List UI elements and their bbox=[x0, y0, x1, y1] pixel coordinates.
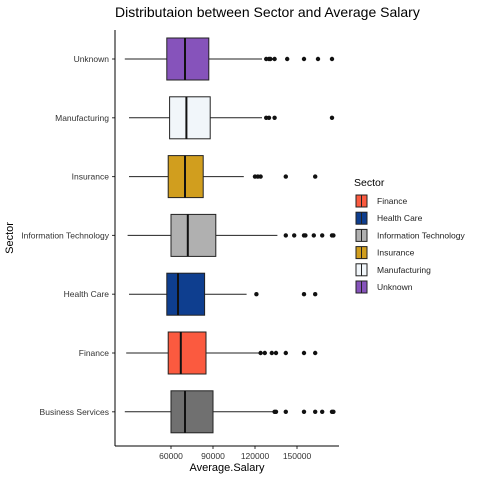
legend-label: Information Technology bbox=[377, 230, 465, 240]
box-group bbox=[124, 37, 335, 81]
outlier-point bbox=[269, 350, 274, 356]
outlier-point bbox=[329, 115, 335, 121]
x-axis-title: Average.Salary bbox=[189, 462, 265, 474]
outlier-point bbox=[273, 409, 279, 414]
outlier-point bbox=[301, 409, 307, 414]
x-tick-label: 60000 bbox=[159, 451, 183, 461]
outlier-point bbox=[283, 350, 288, 356]
outlier-point bbox=[303, 233, 308, 238]
y-tick-label: Business Services bbox=[40, 407, 109, 417]
outlier-point bbox=[262, 350, 267, 356]
outlier-point bbox=[254, 292, 259, 297]
y-tick-label: Information Technology bbox=[21, 230, 109, 240]
box bbox=[170, 213, 217, 257]
legend-item: Health Care bbox=[355, 211, 423, 225]
outlier-point bbox=[313, 409, 318, 414]
box bbox=[166, 272, 206, 316]
outlier-point bbox=[272, 115, 277, 121]
box-group bbox=[127, 213, 336, 257]
outlier-point bbox=[283, 233, 288, 238]
legend-label: Manufacturing bbox=[377, 265, 431, 275]
legend-label: Health Care bbox=[377, 213, 423, 223]
y-axis-title: Sector bbox=[4, 222, 16, 254]
outlier-point bbox=[283, 174, 288, 179]
box bbox=[170, 390, 214, 434]
outlier-point bbox=[301, 350, 307, 356]
outlier-point bbox=[272, 56, 277, 62]
outlier-point bbox=[315, 56, 321, 62]
outlier-point bbox=[320, 233, 325, 238]
chart-title: Distributaion between Sector and Average… bbox=[115, 4, 420, 20]
outlier-point bbox=[285, 56, 290, 62]
x-tick-label: 90000 bbox=[201, 451, 225, 461]
box bbox=[169, 96, 211, 140]
outlier-point bbox=[331, 409, 336, 414]
box bbox=[166, 37, 210, 81]
box bbox=[167, 331, 207, 375]
outlier-point bbox=[301, 292, 307, 297]
y-tick-label: Manufacturing bbox=[55, 113, 109, 123]
box-group bbox=[129, 155, 318, 199]
legend-label: Insurance bbox=[377, 248, 415, 258]
y-tick-label: Health Care bbox=[64, 289, 110, 299]
box-group bbox=[129, 272, 318, 316]
outlier-point bbox=[313, 350, 318, 356]
y-tick-label: Unknown bbox=[74, 54, 110, 64]
outlier-point bbox=[331, 233, 336, 238]
box-group bbox=[124, 390, 336, 434]
y-axis-ticks: Business Services Finance Health Care Infor… bbox=[21, 54, 115, 417]
outlier-point bbox=[283, 409, 288, 414]
legend-item: Manufacturing bbox=[355, 263, 431, 277]
outlier-point bbox=[329, 56, 335, 62]
legend-item: Unknown bbox=[355, 280, 413, 294]
outlier-point bbox=[258, 350, 263, 356]
outlier-point bbox=[301, 56, 307, 62]
legend-label: Unknown bbox=[377, 282, 413, 292]
legend-label: Finance bbox=[377, 196, 408, 206]
outlier-point bbox=[273, 350, 279, 356]
y-tick-label: Finance bbox=[79, 348, 110, 358]
outlier-point bbox=[311, 233, 316, 238]
outlier-point bbox=[258, 174, 263, 179]
outlier-point bbox=[292, 233, 297, 238]
legend-item: Insurance bbox=[355, 246, 415, 260]
legend-item: Finance bbox=[355, 194, 408, 208]
box-group bbox=[126, 331, 318, 375]
y-tick-label: Insurance bbox=[72, 172, 110, 182]
x-axis-ticks: 60000 90000 120000 150000 bbox=[159, 446, 311, 461]
outlier-point bbox=[266, 115, 272, 121]
x-tick-label: 150000 bbox=[283, 451, 312, 461]
legend-item: Information Technology bbox=[355, 228, 465, 242]
outlier-point bbox=[313, 292, 318, 297]
outlier-point bbox=[313, 174, 318, 179]
legend-title: Sector bbox=[354, 177, 385, 189]
x-tick-label: 120000 bbox=[241, 451, 270, 461]
box-group bbox=[129, 96, 335, 140]
legend: Sector Finance Health Care Information Tec… bbox=[354, 177, 465, 294]
plot-area bbox=[124, 37, 336, 434]
outlier-point bbox=[320, 409, 325, 414]
outlier-point bbox=[268, 56, 273, 62]
